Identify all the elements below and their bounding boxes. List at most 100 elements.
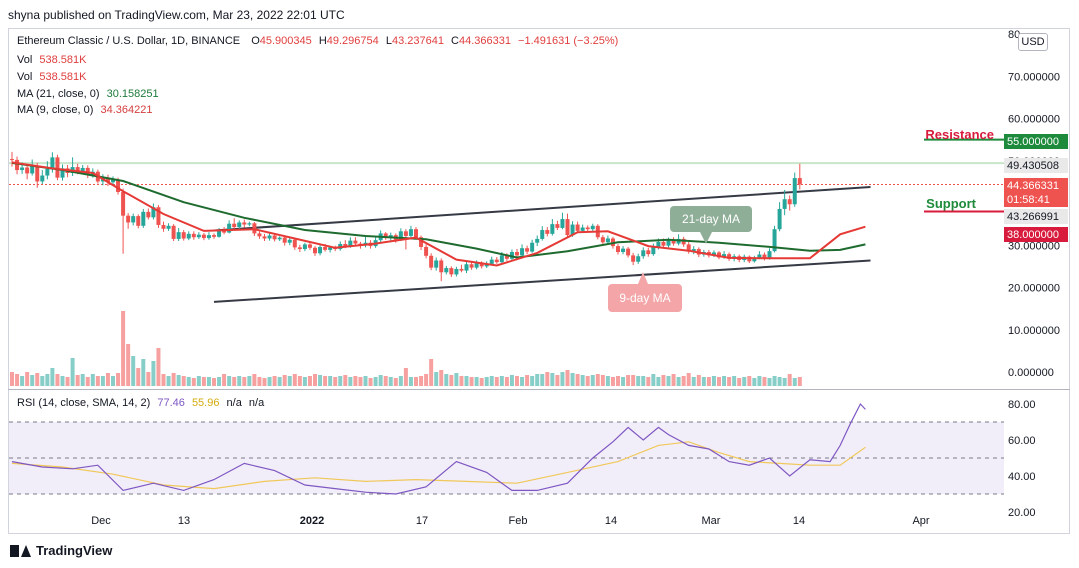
volume-bar (671, 374, 676, 386)
volume-bar (767, 378, 772, 386)
candle-body (535, 238, 540, 243)
volume-bar (65, 377, 70, 386)
volume-bar (646, 377, 651, 386)
candle-body (752, 257, 757, 262)
volume-bar (373, 377, 378, 386)
candle-body (272, 235, 277, 240)
candle-body (494, 259, 499, 263)
legend-ma21-label: MA (21, close, 0) (17, 88, 100, 100)
candle-body (136, 216, 141, 226)
rsi-sma-line (11, 441, 866, 490)
candle-body (520, 248, 525, 256)
candle-body (131, 216, 136, 223)
support-label: Support (926, 196, 976, 211)
time-axis-tick-label: Dec (91, 515, 111, 527)
candle-body (50, 157, 55, 169)
volume-bar (641, 376, 646, 386)
candle-body (105, 177, 110, 183)
volume-bar (80, 374, 85, 386)
time-axis-tick-label: 14 (605, 515, 617, 527)
candle-body (661, 241, 666, 246)
volume-bar (60, 376, 65, 386)
candle-body (469, 264, 474, 268)
publisher-line: shyna published on TradingView.com, Mar … (8, 8, 345, 22)
candle-body (757, 254, 762, 258)
volume-bar (626, 375, 631, 386)
volume-bar (206, 377, 211, 386)
candle-body (515, 252, 519, 256)
candle-body (247, 223, 252, 225)
volume-bar (787, 374, 792, 386)
chart-frame (8, 28, 1070, 534)
volume-bar (474, 377, 479, 386)
candle-body (45, 168, 50, 176)
candle-body (686, 244, 691, 252)
candle-body (176, 232, 181, 239)
volume-bar (535, 374, 540, 386)
volume-bar (530, 376, 535, 386)
candle-body (641, 250, 646, 257)
upper-trendline (213, 185, 871, 232)
candle-body (166, 225, 171, 229)
volume-bar (35, 373, 40, 386)
price-axis-badge (1004, 192, 1068, 207)
volume-bar (782, 378, 787, 386)
candle-body (439, 260, 444, 273)
pane-divider[interactable] (8, 389, 1070, 390)
legend-vol1-label: Vol (17, 54, 33, 66)
legend-rsi: 77.46 (157, 397, 185, 409)
candle-body (292, 239, 297, 248)
candle-body (161, 224, 166, 229)
volume-bar (616, 376, 620, 386)
price-axis-tick-label: 30.000000 (1008, 240, 1060, 252)
volume-bar (717, 377, 721, 386)
volume-bar (429, 359, 434, 386)
legend-ma21: 30.158251 (106, 88, 159, 100)
candle-body (691, 249, 696, 252)
legend-vol2: 538.581K (39, 71, 87, 83)
legend-symbol: Ethereum Classic / U.S. Dollar, 1D, BINA… (17, 35, 241, 47)
volume-bar (585, 376, 590, 386)
price-axis-badge (1004, 227, 1068, 242)
candle-body (424, 246, 429, 256)
candle-body (550, 224, 555, 234)
volume-bar (242, 377, 247, 386)
volume-bar (181, 376, 186, 386)
legend-low: 43.237641 (391, 35, 444, 47)
currency-button[interactable]: USD (1018, 33, 1048, 51)
volume-bar (383, 376, 388, 386)
candle-body (722, 254, 727, 258)
candle-body (267, 235, 272, 239)
candle-body (540, 230, 545, 239)
volume-bar (257, 377, 262, 386)
volume-bar (439, 370, 444, 386)
volume-bar (227, 376, 232, 386)
volume-bar (95, 376, 100, 386)
candle-body (40, 175, 45, 182)
volume-bar (338, 376, 343, 386)
tradingview-footer[interactable]: TradingView (10, 543, 112, 558)
volume-bar (75, 375, 80, 386)
candle-body (484, 263, 489, 267)
legend-na2: n/a (248, 397, 265, 409)
legend-open-label: O (251, 35, 260, 47)
candle-body (787, 199, 792, 205)
price-axis-badge (1004, 209, 1068, 224)
candle-body (671, 240, 676, 244)
candle-body (343, 243, 348, 247)
volume-bar (186, 377, 191, 386)
volume-bar (711, 376, 716, 386)
candle-body (196, 234, 201, 238)
volume-bar (595, 374, 600, 386)
candle-body (55, 157, 60, 178)
candle-body (605, 238, 610, 243)
lower-trendline (213, 259, 871, 303)
candle-body (15, 159, 20, 171)
legend-na1: n/a (226, 397, 242, 409)
volume-bar (454, 373, 459, 386)
candle-body (85, 167, 90, 175)
candle-body (156, 207, 161, 225)
legend-vol2-label: Vol (17, 71, 33, 83)
volume-bar (161, 374, 166, 386)
